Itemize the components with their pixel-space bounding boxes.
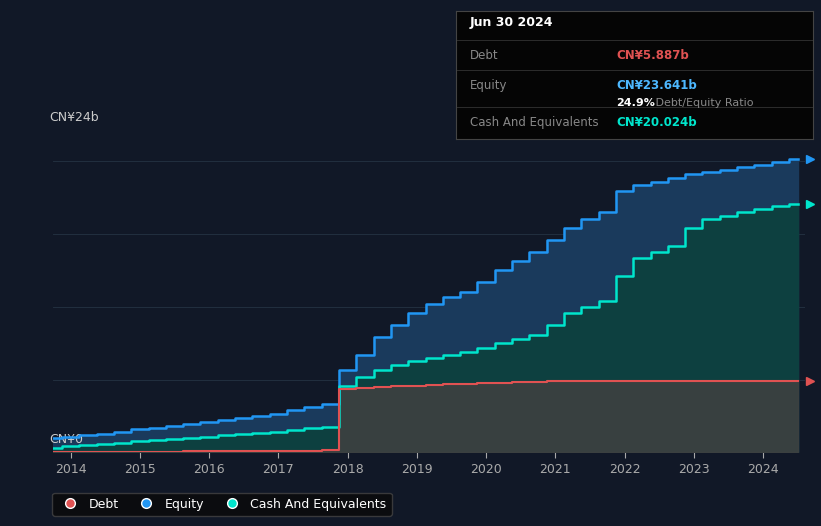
Legend: Debt, Equity, Cash And Equivalents: Debt, Equity, Cash And Equivalents [52, 492, 392, 515]
Text: Cash And Equivalents: Cash And Equivalents [470, 116, 599, 129]
Text: CN¥5.887b: CN¥5.887b [617, 49, 689, 62]
Text: CN¥24b: CN¥24b [49, 111, 99, 124]
Text: Debt: Debt [470, 49, 498, 62]
Text: CN¥20.024b: CN¥20.024b [617, 116, 697, 129]
Text: CN¥23.641b: CN¥23.641b [617, 79, 697, 92]
Text: Debt/Equity Ratio: Debt/Equity Ratio [652, 98, 754, 108]
Text: 24.9%: 24.9% [617, 98, 655, 108]
Text: Jun 30 2024: Jun 30 2024 [470, 16, 553, 28]
Text: Equity: Equity [470, 79, 507, 92]
Text: CN¥0: CN¥0 [49, 433, 84, 446]
